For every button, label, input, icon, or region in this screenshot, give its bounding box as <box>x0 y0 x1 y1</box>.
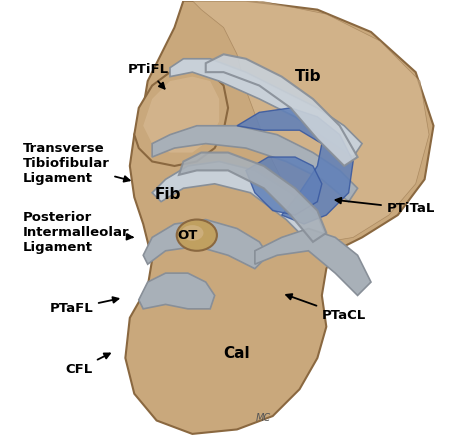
Text: CFL: CFL <box>65 353 110 376</box>
Ellipse shape <box>181 225 203 241</box>
Text: PTiFL: PTiFL <box>128 64 169 89</box>
Polygon shape <box>255 228 371 296</box>
Text: Posterior
Intermalleolar
Ligament: Posterior Intermalleolar Ligament <box>23 211 133 254</box>
Polygon shape <box>134 68 228 166</box>
Polygon shape <box>125 1 434 434</box>
Text: PTaFL: PTaFL <box>49 297 118 315</box>
Polygon shape <box>179 152 326 242</box>
Text: Fib: Fib <box>155 187 181 202</box>
Polygon shape <box>143 220 268 269</box>
Text: MC: MC <box>256 413 271 423</box>
Text: Transverse
Tibiofibular
Ligament: Transverse Tibiofibular Ligament <box>23 142 129 185</box>
Ellipse shape <box>177 220 217 251</box>
Polygon shape <box>206 54 357 166</box>
Polygon shape <box>139 273 215 309</box>
Polygon shape <box>143 77 219 152</box>
Polygon shape <box>237 108 353 224</box>
Text: Cal: Cal <box>224 346 250 361</box>
Polygon shape <box>170 59 362 157</box>
Polygon shape <box>152 161 326 246</box>
Polygon shape <box>192 1 429 242</box>
Text: PTaCL: PTaCL <box>286 294 366 322</box>
Text: OT: OT <box>178 228 198 241</box>
Text: Tib: Tib <box>295 69 322 84</box>
Polygon shape <box>246 157 322 215</box>
Polygon shape <box>152 126 357 202</box>
Text: PTiTaL: PTiTaL <box>336 198 435 215</box>
